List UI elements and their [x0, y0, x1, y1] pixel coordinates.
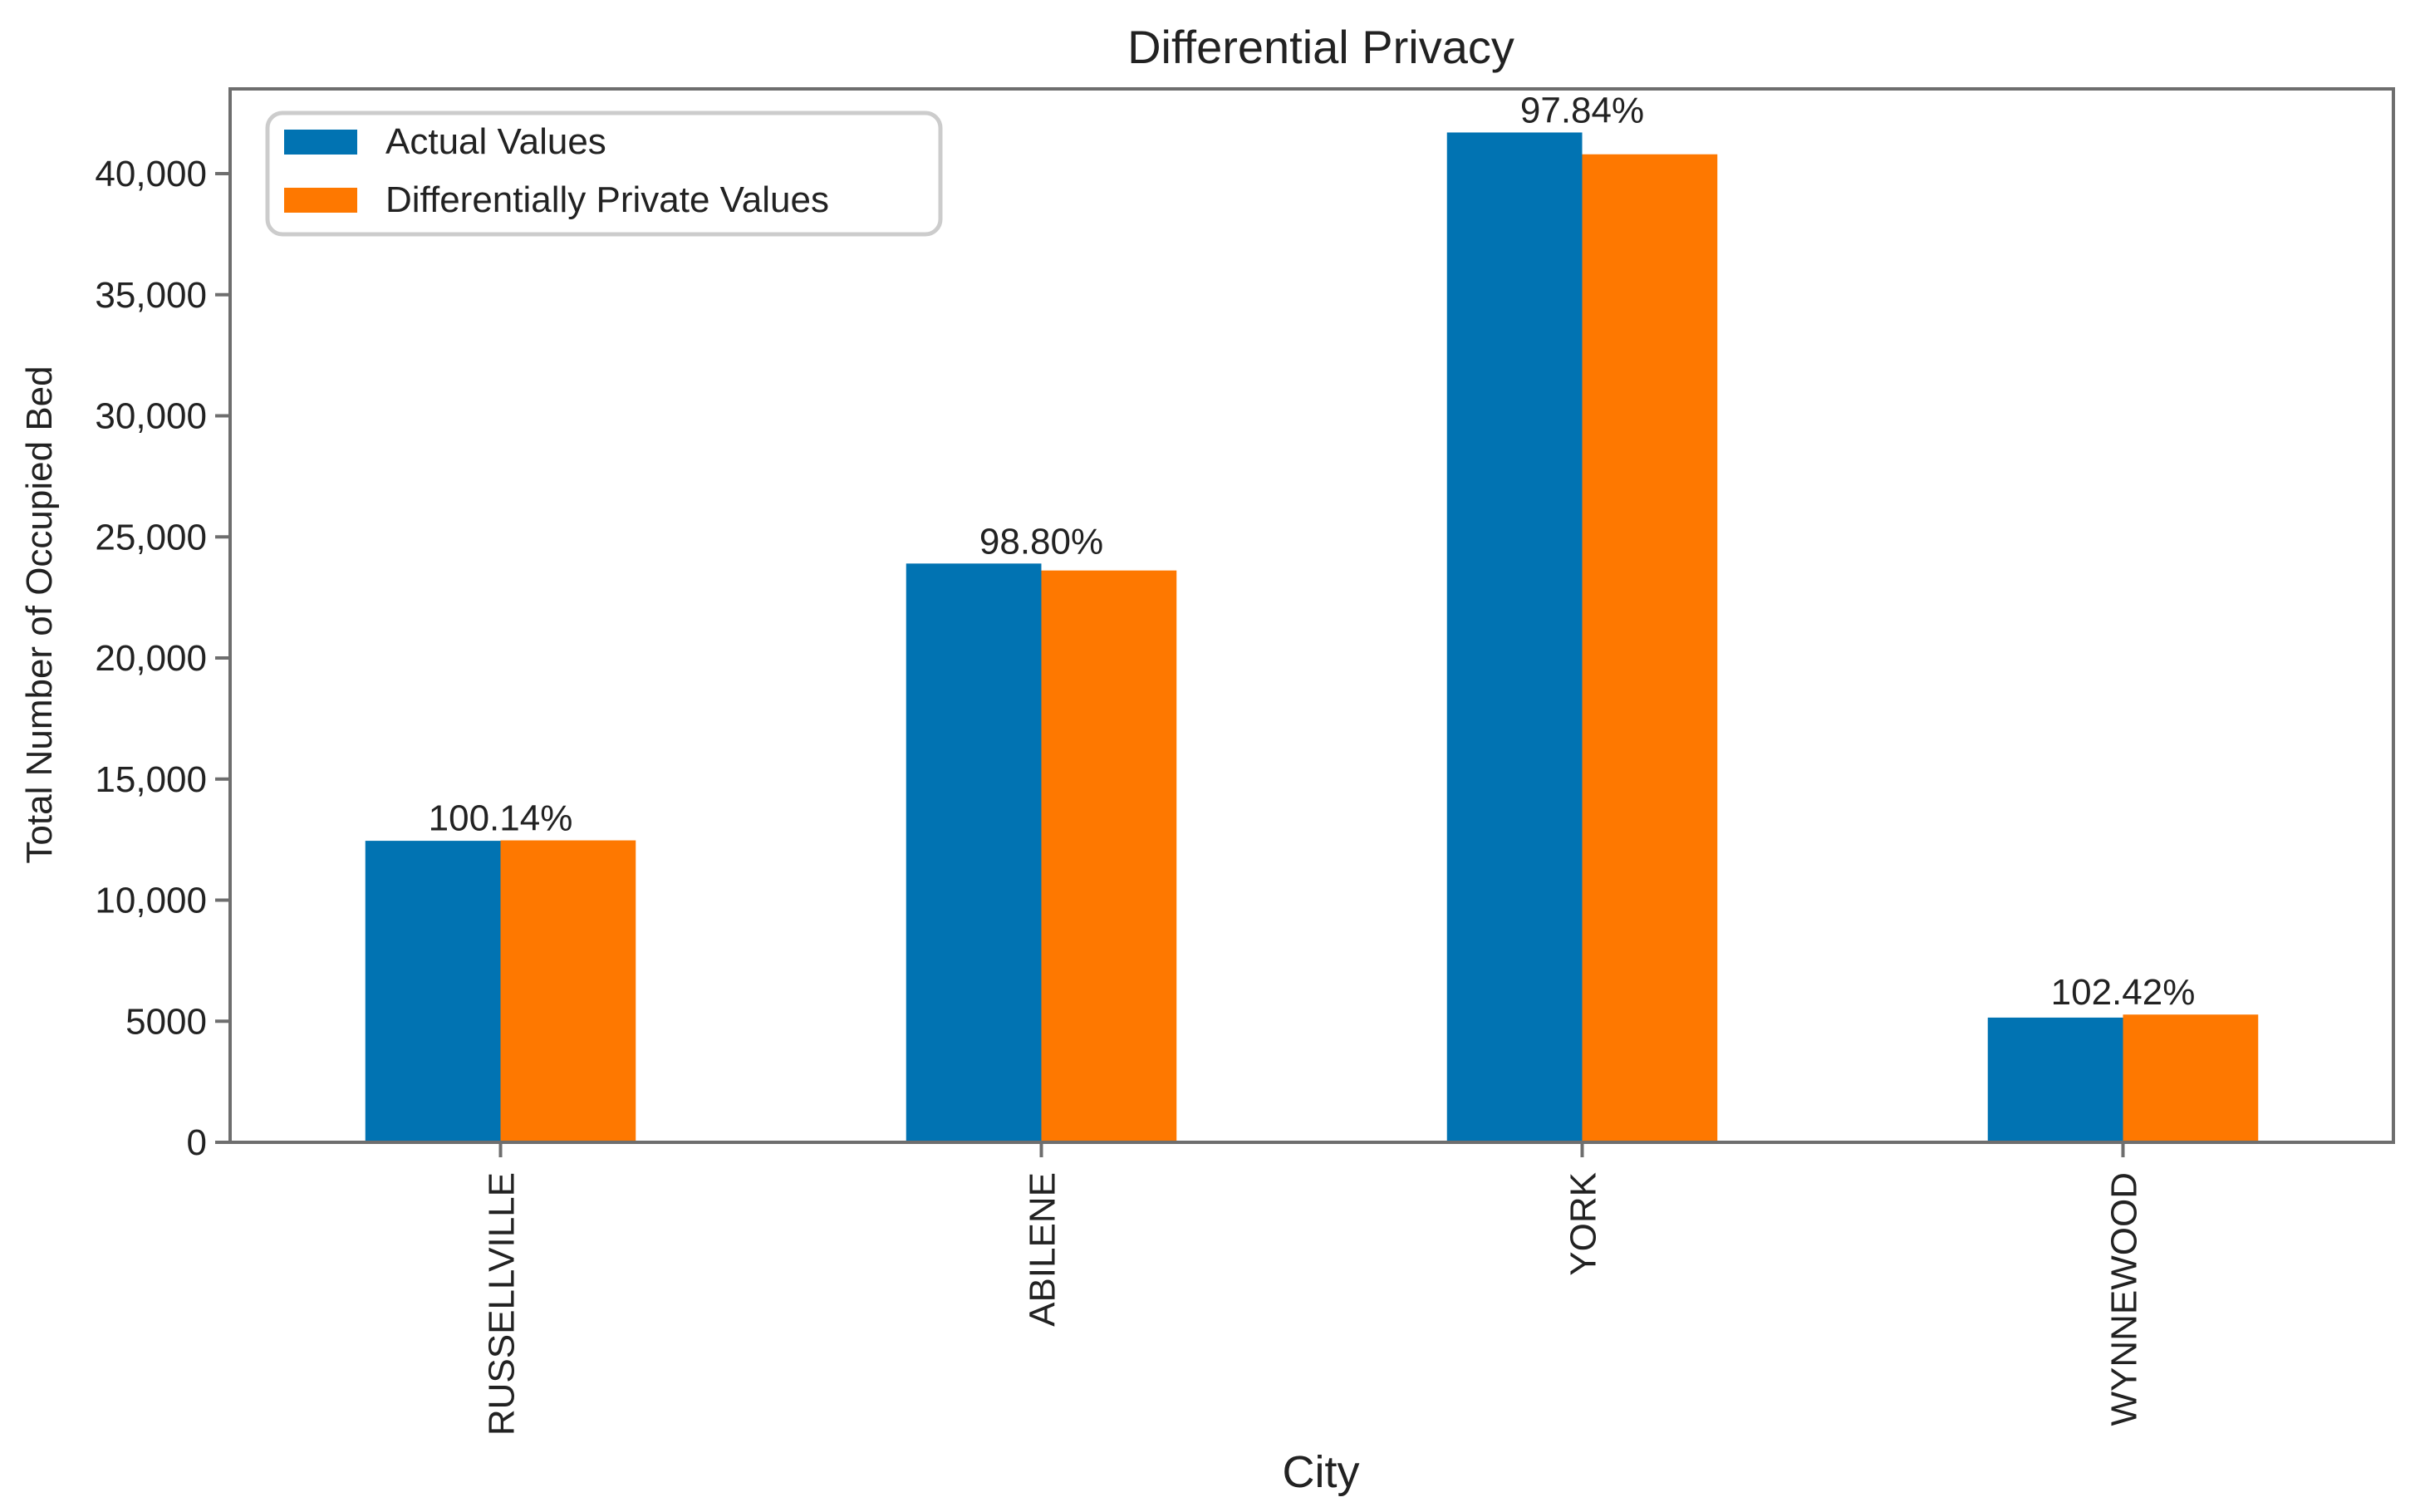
data-label-wynnewood: 102.42% [2051, 972, 2196, 1013]
legend-label-private: Differentially Private Values [385, 179, 829, 220]
legend: Actual Values Differentially Private Val… [265, 110, 943, 237]
x-axis-ticks: RUSSELLVILLE ABILENE YORK WYNNEWOOD [482, 1142, 2145, 1436]
bar-wynnewood-actual [1987, 1017, 2123, 1142]
x-tick-label-wynnewood: WYNNEWOOD [2104, 1172, 2145, 1426]
x-tick-label-york: YORK [1563, 1172, 1604, 1276]
data-labels-group: 100.14% 98.80% 97.84% 102.42% [429, 90, 2196, 1013]
legend-box [265, 110, 943, 237]
y-tick-label: 5000 [125, 1001, 207, 1042]
y-tick-label: 20,000 [95, 638, 207, 679]
y-axis-ticks: 0 5000 10,000 15,000 20,000 25,000 30,000 35,00… [95, 154, 230, 1163]
y-tick-label: 0 [187, 1122, 207, 1163]
bar-wynnewood-private [2123, 1014, 2259, 1142]
bar-abilene-private [1041, 570, 1177, 1142]
bar-york-actual [1446, 132, 1583, 1142]
y-tick-label: 35,000 [95, 275, 207, 316]
legend-swatch-private [284, 188, 357, 213]
legend-label-actual: Actual Values [385, 121, 606, 162]
x-tick-label-russellville: RUSSELLVILLE [482, 1172, 523, 1436]
y-tick-label: 25,000 [95, 517, 207, 557]
x-tick-label-abilene: ABILENE [1023, 1172, 1063, 1327]
chart-title: Differential Privacy [1127, 21, 1514, 73]
data-label-russellville: 100.14% [429, 798, 573, 839]
y-axis-label: Total Number of Occupied Bed [19, 366, 60, 863]
plot-frame [228, 87, 2395, 1144]
y-tick-label: 40,000 [95, 154, 207, 194]
y-tick-label: 30,000 [95, 396, 207, 437]
y-tick-label: 10,000 [95, 881, 207, 921]
y-tick-label: 15,000 [95, 759, 207, 800]
bar-abilene-actual [906, 563, 1042, 1142]
legend-swatch-actual [284, 130, 357, 155]
data-label-abilene: 98.80% [979, 521, 1103, 562]
bar-russellville-actual [365, 841, 501, 1142]
data-label-york: 97.84% [1520, 90, 1644, 130]
x-axis-label: City [1283, 1447, 1360, 1497]
bar-york-private [1582, 154, 1718, 1142]
bars-group [365, 132, 2259, 1142]
bar-russellville-private [500, 840, 636, 1142]
